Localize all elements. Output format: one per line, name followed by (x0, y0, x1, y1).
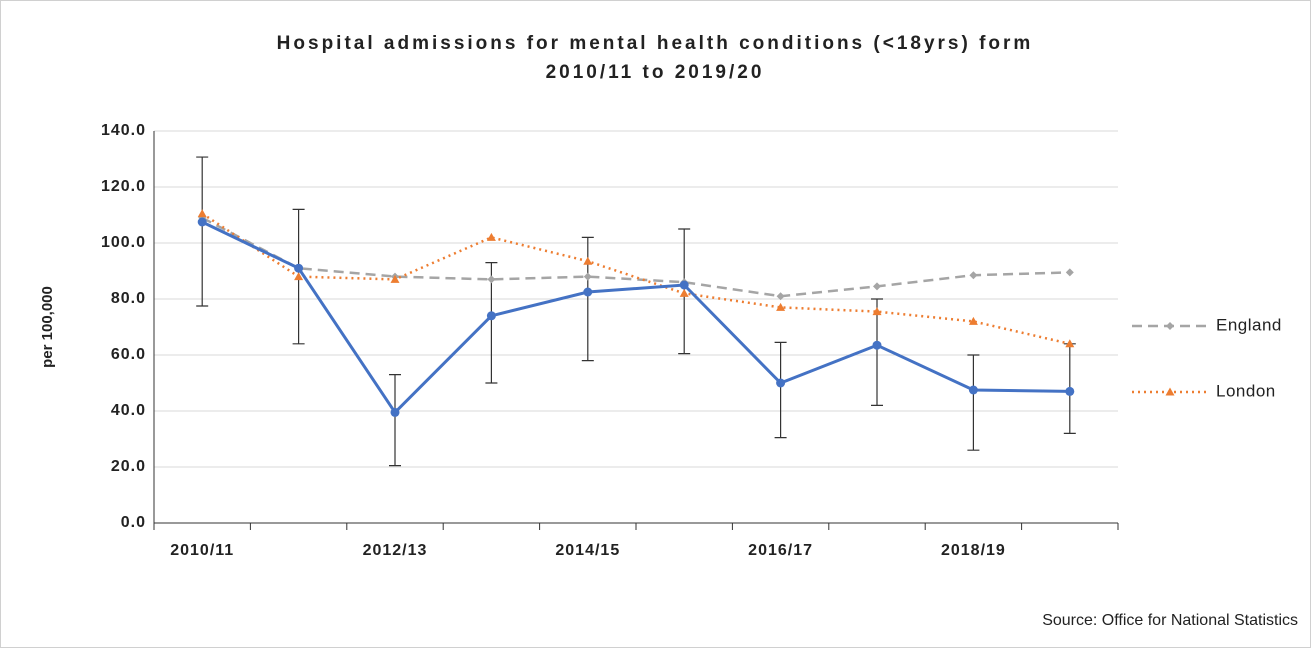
point (1065, 386, 1075, 396)
point (583, 287, 593, 297)
point (583, 256, 593, 265)
point (486, 311, 496, 321)
point (294, 272, 304, 281)
error-bar (774, 341, 787, 439)
point (1065, 268, 1074, 277)
point (872, 340, 882, 350)
y-tick-label: 140.0 (101, 122, 146, 139)
error-bar (967, 354, 980, 451)
error-bar (389, 374, 401, 467)
x-tick-label: 2014/15 (555, 542, 620, 559)
y-tick-label: 20.0 (111, 458, 146, 475)
series-line (201, 220, 1070, 415)
error-bar (871, 298, 883, 406)
point (197, 209, 207, 218)
point (390, 407, 400, 417)
point (776, 292, 785, 301)
point (390, 274, 400, 283)
y-tick-label: 120.0 (101, 178, 146, 195)
point (873, 282, 881, 291)
point (294, 263, 304, 273)
point (487, 275, 496, 284)
y-tick-label: 40.0 (111, 402, 146, 419)
point (872, 307, 882, 316)
y-axis-label: per 100,000 (39, 286, 56, 368)
point (969, 271, 978, 280)
point (968, 385, 978, 395)
point (776, 378, 786, 388)
point (1065, 339, 1075, 348)
point (679, 280, 689, 290)
chart-title: 2010/11 to 2019/20 (546, 62, 765, 83)
chart-title: Hospital admissions for mental health co… (277, 33, 1034, 54)
x-tick-label: 2018/19 (941, 542, 1006, 559)
point (583, 272, 592, 281)
point (486, 232, 496, 241)
point (776, 302, 786, 311)
x-tick-label: 2012/13 (363, 542, 428, 559)
point (968, 316, 978, 325)
y-tick-label: 60.0 (111, 346, 146, 363)
legend-marker (1166, 322, 1174, 330)
x-tick-label: 2016/17 (748, 542, 813, 559)
point (679, 288, 689, 297)
x-tick-label: 2010/11 (170, 542, 234, 559)
y-tick-label: 80.0 (111, 290, 146, 307)
legend-label: London (1216, 381, 1276, 400)
y-tick-label: 100.0 (101, 234, 146, 251)
legend-label: England (1216, 315, 1282, 334)
error-bar (196, 156, 209, 307)
legend-marker (1165, 387, 1175, 396)
series-line (201, 216, 1070, 298)
series-line (201, 212, 1071, 346)
point (197, 217, 207, 227)
source-note: Source: Office for National Statistics (1042, 612, 1298, 629)
y-tick-label: 0.0 (121, 514, 146, 531)
